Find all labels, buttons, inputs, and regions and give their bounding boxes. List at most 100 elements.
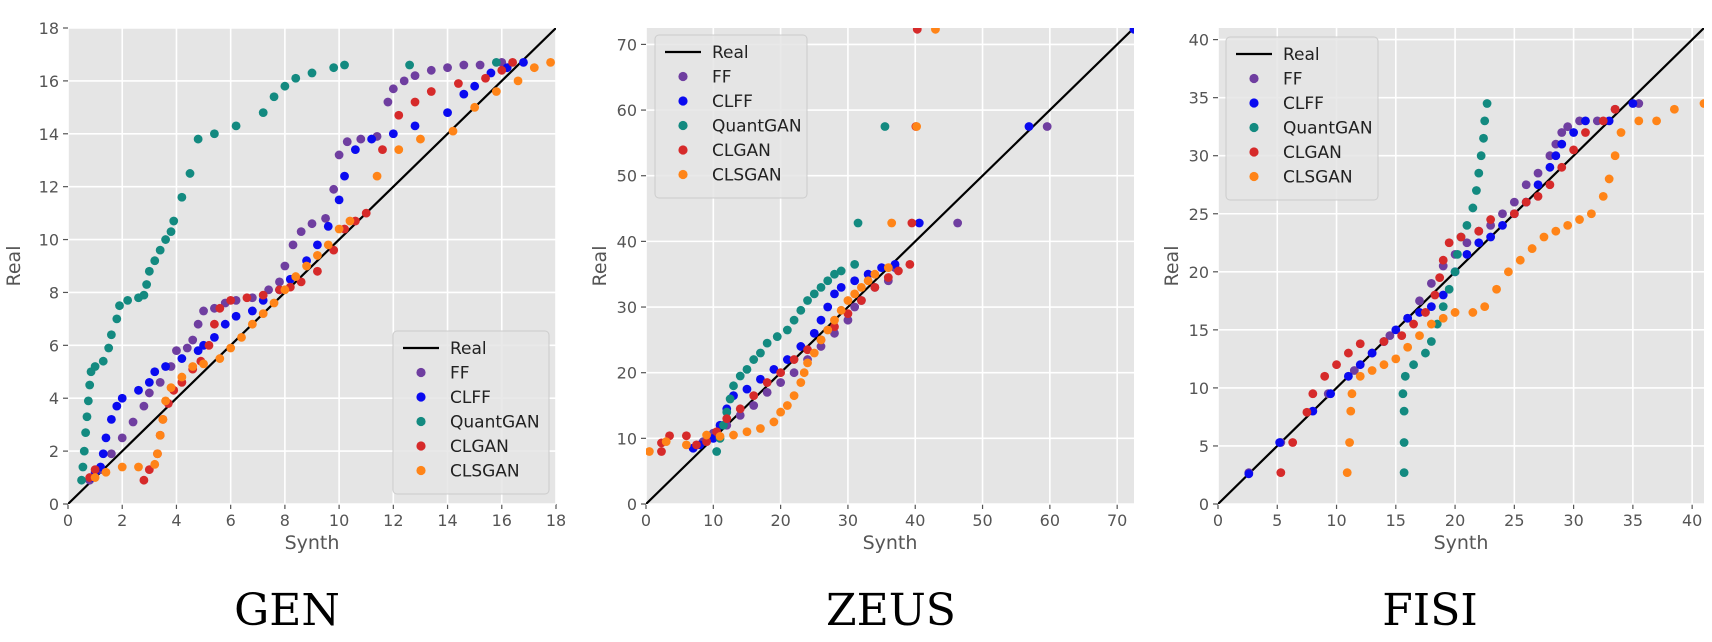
data-point bbox=[769, 365, 779, 374]
y-axis-label: Real bbox=[589, 246, 611, 287]
data-point bbox=[329, 245, 339, 255]
data-point bbox=[1355, 339, 1365, 349]
data-point bbox=[1628, 99, 1638, 108]
data-point bbox=[1399, 468, 1409, 478]
data-point bbox=[1430, 290, 1440, 300]
data-point bbox=[1533, 168, 1543, 178]
data-point bbox=[1391, 325, 1401, 335]
data-point bbox=[448, 126, 458, 136]
data-point bbox=[1453, 249, 1462, 259]
data-point bbox=[210, 319, 219, 329]
legend-swatch-quantgan bbox=[1249, 122, 1259, 133]
data-point bbox=[715, 431, 725, 441]
data-point bbox=[863, 269, 873, 279]
data-point bbox=[247, 319, 257, 329]
data-point bbox=[142, 280, 152, 289]
data-point bbox=[185, 169, 195, 178]
y-tick-label: 0 bbox=[1199, 495, 1209, 514]
y-tick-label: 10 bbox=[1189, 379, 1209, 398]
data-point bbox=[519, 57, 528, 67]
data-point bbox=[823, 325, 833, 335]
legend-swatch-clgan bbox=[678, 145, 688, 155]
data-point bbox=[188, 362, 198, 371]
data-point bbox=[291, 73, 301, 83]
data-point bbox=[150, 367, 160, 377]
data-point bbox=[1450, 308, 1460, 317]
data-point bbox=[443, 108, 452, 118]
data-point bbox=[1391, 354, 1401, 364]
data-point bbox=[1342, 468, 1352, 478]
y-tick-label: 16 bbox=[39, 72, 59, 91]
data-point bbox=[350, 145, 360, 155]
data-point bbox=[399, 76, 409, 86]
data-point bbox=[742, 365, 752, 374]
y-axis-label: Real bbox=[1161, 246, 1183, 287]
data-point bbox=[78, 462, 88, 472]
data-point bbox=[735, 371, 745, 381]
data-point bbox=[356, 134, 366, 144]
data-point bbox=[850, 276, 860, 286]
data-point bbox=[729, 381, 738, 391]
data-point bbox=[144, 388, 154, 398]
data-point bbox=[497, 65, 507, 75]
data-point bbox=[177, 354, 187, 363]
data-point bbox=[334, 150, 344, 160]
data-point bbox=[1332, 360, 1341, 370]
data-point bbox=[475, 60, 485, 70]
data-point bbox=[1598, 116, 1608, 126]
data-point bbox=[280, 81, 290, 91]
data-point bbox=[1498, 220, 1507, 230]
data-point bbox=[158, 414, 168, 424]
data-point bbox=[90, 473, 100, 482]
data-point bbox=[313, 266, 322, 276]
data-point bbox=[657, 447, 666, 456]
data-point bbox=[182, 343, 192, 353]
data-point bbox=[150, 256, 160, 266]
data-point bbox=[1302, 407, 1312, 417]
data-point bbox=[161, 396, 171, 406]
data-point bbox=[772, 332, 782, 341]
data-point bbox=[226, 295, 236, 305]
data-point bbox=[692, 440, 701, 450]
data-point bbox=[481, 73, 490, 83]
data-point bbox=[258, 108, 268, 118]
data-point bbox=[1533, 191, 1543, 201]
data-point bbox=[1444, 284, 1454, 294]
data-point bbox=[155, 430, 165, 440]
data-point bbox=[1415, 296, 1424, 306]
caption-fisi: FISI bbox=[1382, 585, 1478, 636]
data-point bbox=[1355, 360, 1365, 370]
data-point bbox=[1509, 197, 1519, 207]
data-point bbox=[1244, 469, 1254, 479]
data-point bbox=[1498, 209, 1507, 219]
data-point bbox=[258, 309, 268, 318]
data-point bbox=[722, 414, 732, 424]
data-point bbox=[1533, 180, 1543, 190]
data-point bbox=[1129, 28, 1134, 34]
data-point bbox=[1474, 226, 1484, 236]
data-point bbox=[215, 354, 225, 363]
data-point bbox=[329, 184, 339, 194]
data-point bbox=[188, 335, 198, 345]
data-point bbox=[106, 414, 116, 424]
legend-swatch-clgan bbox=[416, 441, 426, 451]
data-point bbox=[1403, 313, 1413, 323]
data-point bbox=[491, 87, 501, 96]
data-point bbox=[1581, 116, 1590, 126]
y-tick-label: 4 bbox=[49, 389, 59, 408]
data-point bbox=[231, 311, 241, 321]
legend-swatch-clsgan bbox=[1249, 171, 1259, 182]
data-point bbox=[1515, 255, 1525, 265]
data-point bbox=[210, 129, 219, 139]
data-point bbox=[155, 245, 165, 255]
data-point bbox=[340, 60, 349, 70]
data-point bbox=[712, 447, 722, 456]
data-point bbox=[1415, 331, 1424, 341]
y-tick-label: 8 bbox=[49, 283, 59, 302]
series-clsgan bbox=[90, 57, 555, 482]
legend-label-ff: FF bbox=[450, 364, 470, 384]
data-point bbox=[1486, 232, 1496, 242]
data-point bbox=[269, 298, 279, 308]
data-point bbox=[166, 227, 176, 237]
